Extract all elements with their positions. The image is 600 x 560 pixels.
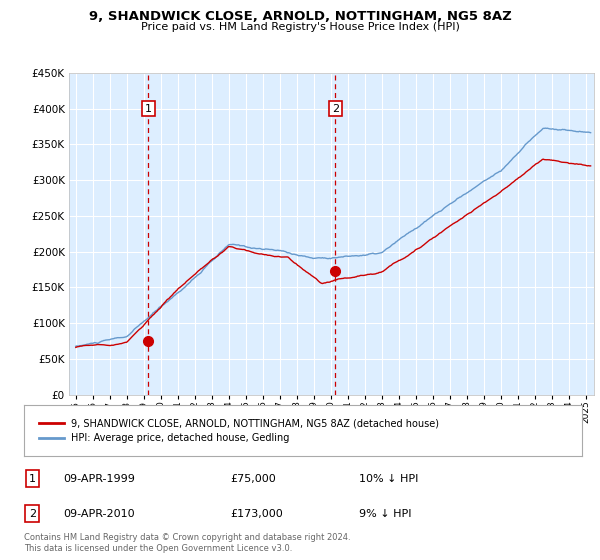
Text: £75,000: £75,000 xyxy=(230,474,276,484)
Legend: 9, SHANDWICK CLOSE, ARNOLD, NOTTINGHAM, NG5 8AZ (detached house), HPI: Average p: 9, SHANDWICK CLOSE, ARNOLD, NOTTINGHAM, … xyxy=(34,413,444,448)
Text: 9% ↓ HPI: 9% ↓ HPI xyxy=(359,509,412,519)
Text: 2: 2 xyxy=(332,104,339,114)
Text: 09-APR-2010: 09-APR-2010 xyxy=(63,509,134,519)
Text: Price paid vs. HM Land Registry's House Price Index (HPI): Price paid vs. HM Land Registry's House … xyxy=(140,22,460,32)
Text: 09-APR-1999: 09-APR-1999 xyxy=(63,474,135,484)
Text: 1: 1 xyxy=(29,474,36,484)
Text: £173,000: £173,000 xyxy=(230,509,283,519)
Text: Contains HM Land Registry data © Crown copyright and database right 2024.
This d: Contains HM Land Registry data © Crown c… xyxy=(24,533,350,553)
Text: 1: 1 xyxy=(145,104,152,114)
Text: 9, SHANDWICK CLOSE, ARNOLD, NOTTINGHAM, NG5 8AZ: 9, SHANDWICK CLOSE, ARNOLD, NOTTINGHAM, … xyxy=(89,10,511,23)
Text: 10% ↓ HPI: 10% ↓ HPI xyxy=(359,474,418,484)
Text: 2: 2 xyxy=(29,509,36,519)
